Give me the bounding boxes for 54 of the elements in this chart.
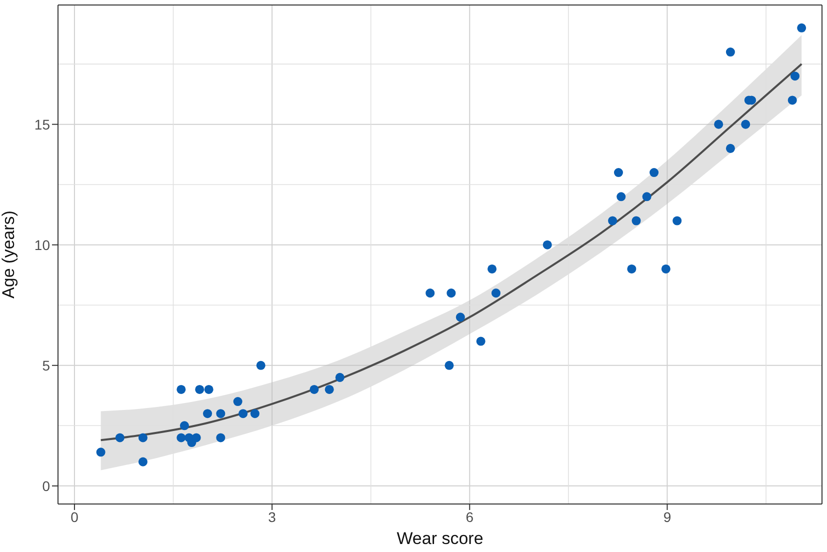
point xyxy=(614,168,623,178)
point xyxy=(238,409,248,418)
point xyxy=(491,288,500,298)
point xyxy=(542,240,552,250)
point xyxy=(138,433,148,442)
point xyxy=(310,384,319,394)
point xyxy=(250,409,260,418)
y-tick-label: 15 xyxy=(34,116,50,132)
point xyxy=(115,433,124,442)
point xyxy=(797,23,806,32)
point xyxy=(627,264,636,274)
x-tick-label: 9 xyxy=(663,508,672,525)
point xyxy=(446,288,456,298)
point xyxy=(444,360,454,370)
point xyxy=(256,360,266,370)
y-tick-label: 0 xyxy=(42,478,50,494)
point xyxy=(138,457,148,466)
point xyxy=(672,216,682,226)
point xyxy=(714,120,724,129)
y-axis-title: Age (years) xyxy=(0,210,18,298)
point xyxy=(616,192,626,202)
point xyxy=(632,216,641,226)
point xyxy=(661,264,670,274)
point xyxy=(726,144,735,153)
point xyxy=(335,372,344,382)
point xyxy=(204,384,214,394)
point xyxy=(788,96,797,105)
point xyxy=(324,384,334,394)
point xyxy=(726,48,735,57)
point xyxy=(176,433,186,442)
point xyxy=(426,288,435,298)
point xyxy=(476,336,486,346)
point xyxy=(192,433,201,442)
x-tick-label: 6 xyxy=(466,508,474,525)
point xyxy=(608,216,618,226)
point xyxy=(642,192,652,202)
point xyxy=(216,433,226,442)
point xyxy=(216,409,226,418)
point xyxy=(195,384,204,394)
x-tick-label: 0 xyxy=(70,508,79,525)
point xyxy=(233,397,242,406)
point xyxy=(180,421,189,430)
point xyxy=(176,384,186,394)
point xyxy=(96,448,106,457)
point xyxy=(741,120,750,129)
point xyxy=(790,72,800,81)
x-axis-title: Wear score xyxy=(396,529,484,548)
point xyxy=(650,168,659,178)
x-tick-label: 3 xyxy=(268,508,276,525)
y-tick-label: 5 xyxy=(42,357,50,374)
point xyxy=(202,409,212,418)
point xyxy=(488,264,497,274)
y-tick-label: 10 xyxy=(34,236,50,253)
point xyxy=(456,312,465,322)
